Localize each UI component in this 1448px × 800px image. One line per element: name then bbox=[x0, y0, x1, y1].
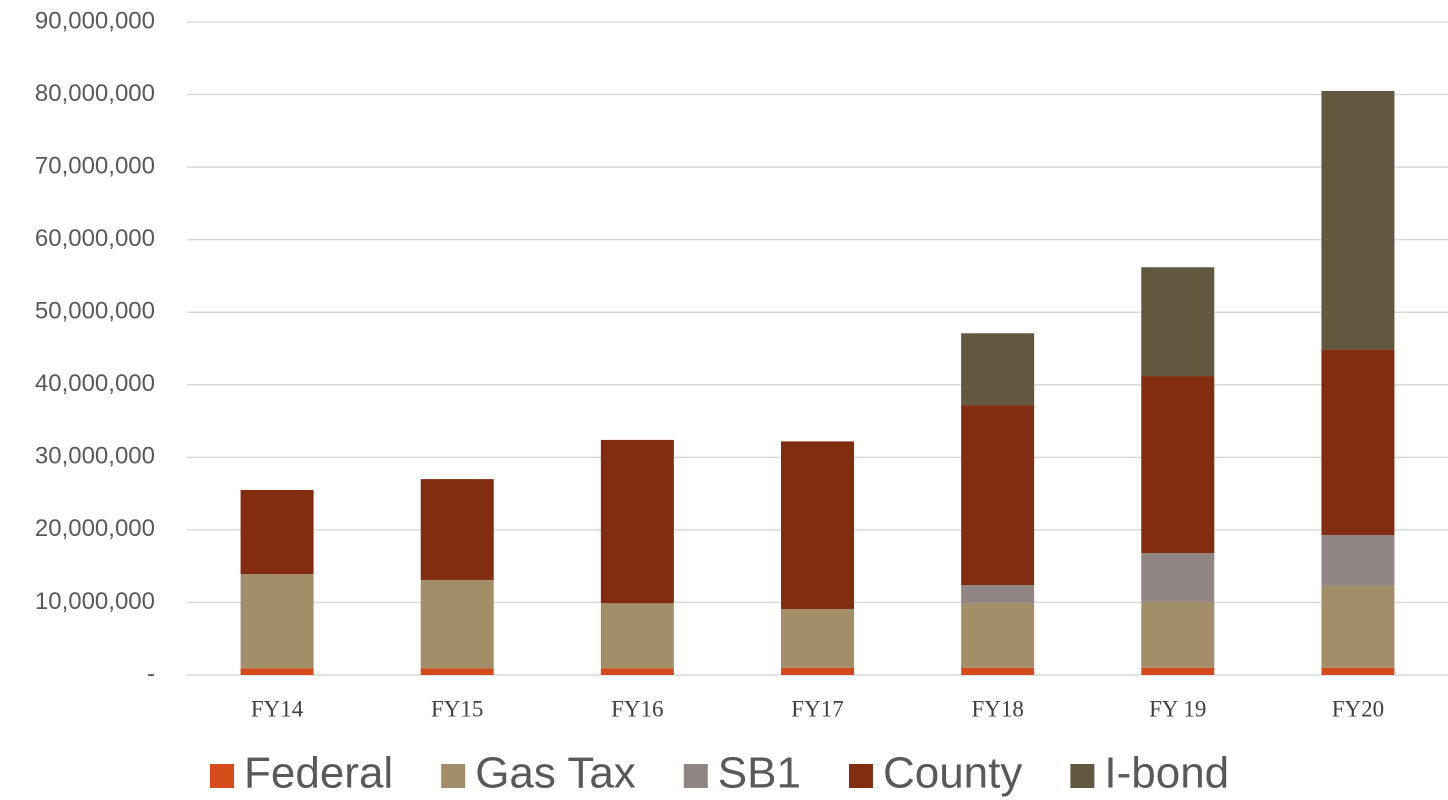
legend-swatch bbox=[441, 764, 466, 788]
y-tick-label: 40,000,000 bbox=[35, 370, 155, 397]
bar-segment bbox=[1141, 553, 1215, 602]
x-tick-label: FY15 bbox=[431, 696, 483, 721]
bar-segment bbox=[961, 405, 1035, 586]
bar-segment bbox=[420, 479, 494, 580]
legend-label: Gas Tax bbox=[475, 749, 636, 798]
bar-segment bbox=[1321, 667, 1395, 675]
y-tick-label: 80,000,000 bbox=[35, 80, 155, 107]
bar-segment bbox=[961, 333, 1035, 406]
bar-segment bbox=[240, 574, 314, 669]
x-tick-label: FY14 bbox=[251, 696, 304, 721]
bar-segment bbox=[961, 667, 1035, 675]
x-tick-label: FY17 bbox=[791, 696, 843, 721]
legend-swatch bbox=[210, 764, 234, 788]
legend-swatch bbox=[1070, 764, 1095, 788]
bar-segment bbox=[1321, 585, 1395, 668]
bar-segment bbox=[1321, 534, 1395, 586]
bar-segment bbox=[961, 585, 1035, 604]
y-tick-label: 60,000,000 bbox=[35, 225, 155, 252]
legend-label: SB1 bbox=[718, 749, 801, 798]
x-tick-label: FY20 bbox=[1332, 696, 1384, 721]
y-tick-label: 30,000,000 bbox=[35, 443, 155, 470]
y-tick-label: - bbox=[147, 660, 155, 687]
x-tick-label: FY16 bbox=[611, 696, 663, 721]
bar-segment bbox=[781, 667, 854, 675]
bar-segment bbox=[1141, 667, 1215, 675]
bar-segment bbox=[600, 668, 674, 675]
bar-segment bbox=[1321, 349, 1395, 535]
bar-segment bbox=[420, 579, 494, 669]
y-tick-label: 70,000,000 bbox=[35, 152, 155, 179]
legend-label: County bbox=[883, 749, 1022, 798]
bar-segment bbox=[600, 439, 674, 604]
bar-segment bbox=[600, 603, 674, 669]
y-tick-label: 20,000,000 bbox=[35, 515, 155, 542]
bar-segment bbox=[240, 489, 314, 575]
legend-swatch bbox=[848, 764, 873, 788]
bar-segment bbox=[781, 608, 854, 668]
bar-segment bbox=[1321, 90, 1395, 350]
legend-swatch bbox=[683, 764, 708, 788]
legend-label: I-bond bbox=[1104, 749, 1229, 798]
bar-segment bbox=[1141, 376, 1215, 554]
bar-segment bbox=[781, 441, 854, 609]
x-tick-label: FY18 bbox=[971, 696, 1023, 721]
x-tick-label: FY 19 bbox=[1149, 696, 1206, 721]
bar-segment bbox=[240, 668, 314, 675]
bar-segment bbox=[1141, 267, 1215, 377]
y-tick-label: 50,000,000 bbox=[35, 298, 155, 325]
legend-label: Federal bbox=[244, 749, 393, 798]
bar-segment bbox=[1141, 601, 1215, 668]
bar-segment bbox=[420, 668, 494, 675]
y-tick-label: 10,000,000 bbox=[35, 588, 155, 615]
bar-segment bbox=[961, 603, 1035, 668]
y-tick-label: 90,000,000 bbox=[35, 7, 155, 34]
